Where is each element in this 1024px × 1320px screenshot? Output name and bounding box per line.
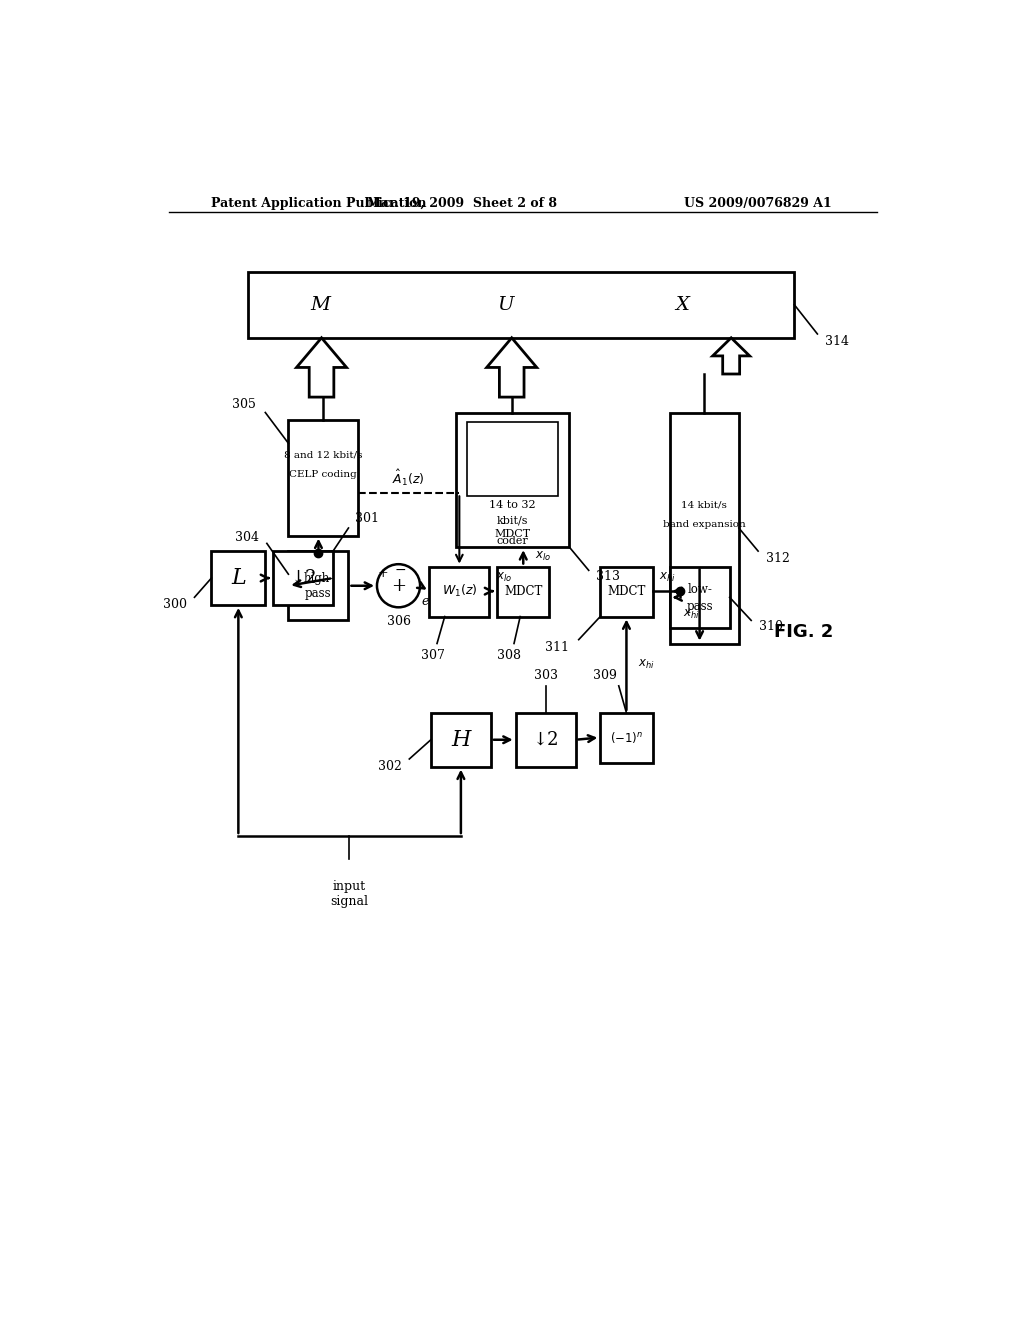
Text: pass: pass — [686, 601, 713, 612]
Polygon shape — [600, 713, 652, 763]
Text: 309: 309 — [593, 669, 617, 682]
Text: 301: 301 — [354, 512, 379, 525]
Text: 308: 308 — [497, 648, 520, 661]
Text: 8 and 12 kbit/s: 8 and 12 kbit/s — [284, 450, 362, 459]
Text: high-: high- — [303, 572, 334, 585]
Text: 312: 312 — [766, 552, 790, 565]
Text: H: H — [452, 729, 471, 751]
Text: 313: 313 — [596, 570, 621, 583]
Text: band expansion: band expansion — [663, 520, 745, 528]
Text: $x_{lo}$: $x_{lo}$ — [496, 570, 512, 583]
Polygon shape — [600, 566, 652, 616]
Text: 304: 304 — [236, 531, 259, 544]
Text: FIG. 2: FIG. 2 — [773, 623, 833, 642]
Text: 310: 310 — [759, 620, 783, 634]
Polygon shape — [467, 422, 558, 496]
Text: $(-1)^n$: $(-1)^n$ — [610, 730, 643, 744]
Text: 300: 300 — [163, 598, 186, 611]
Polygon shape — [429, 566, 489, 616]
Polygon shape — [289, 552, 348, 620]
Text: 14 kbit/s: 14 kbit/s — [681, 500, 727, 510]
Text: 302: 302 — [378, 760, 401, 774]
Polygon shape — [289, 420, 357, 536]
Text: ↓2: ↓2 — [532, 731, 559, 748]
Text: 307: 307 — [421, 648, 445, 661]
Text: MDCT: MDCT — [495, 529, 530, 539]
Text: $\hat{A}_1(z)$: $\hat{A}_1(z)$ — [392, 467, 425, 488]
Polygon shape — [486, 338, 537, 397]
Text: input: input — [333, 879, 366, 892]
Text: low-: low- — [687, 583, 712, 597]
Polygon shape — [431, 713, 490, 767]
Text: ↓2: ↓2 — [290, 569, 316, 587]
Text: MDCT: MDCT — [504, 585, 543, 598]
Text: 303: 303 — [534, 669, 558, 682]
Polygon shape — [713, 338, 750, 374]
Text: M: M — [310, 296, 331, 314]
Polygon shape — [456, 412, 569, 548]
Polygon shape — [211, 552, 265, 605]
Text: Patent Application Publication: Patent Application Publication — [211, 197, 427, 210]
Text: $x_{lo}$: $x_{lo}$ — [535, 550, 551, 564]
Text: coder: coder — [497, 536, 528, 546]
Polygon shape — [273, 552, 333, 605]
Polygon shape — [248, 272, 795, 338]
Text: pass: pass — [305, 587, 332, 601]
Polygon shape — [515, 713, 575, 767]
Text: $x_{hi}$: $x_{hi}$ — [638, 657, 654, 671]
Polygon shape — [497, 566, 550, 616]
Text: Mar. 19, 2009  Sheet 2 of 8: Mar. 19, 2009 Sheet 2 of 8 — [367, 197, 557, 210]
Text: $x_{hi}$: $x_{hi}$ — [683, 607, 700, 620]
Text: U: U — [498, 296, 514, 314]
Polygon shape — [670, 566, 730, 628]
Text: signal: signal — [330, 895, 369, 908]
Text: X: X — [676, 296, 689, 314]
Text: 14 to 32: 14 to 32 — [489, 500, 536, 510]
Polygon shape — [670, 412, 739, 644]
Text: 314: 314 — [825, 335, 849, 348]
Text: 306: 306 — [386, 615, 411, 628]
Text: $W_1(z)$: $W_1(z)$ — [441, 583, 477, 599]
Text: 305: 305 — [232, 399, 256, 412]
Polygon shape — [297, 338, 346, 397]
Text: US 2009/0076829 A1: US 2009/0076829 A1 — [683, 197, 831, 210]
Text: +: + — [378, 566, 388, 579]
Text: 311: 311 — [546, 640, 569, 653]
Text: L: L — [231, 568, 246, 589]
Text: e: e — [421, 594, 428, 607]
Text: +: + — [391, 577, 407, 595]
Text: $x_{hi}$: $x_{hi}$ — [659, 570, 676, 583]
Text: CELP coding: CELP coding — [289, 470, 357, 479]
Circle shape — [377, 564, 420, 607]
Text: kbit/s: kbit/s — [497, 515, 528, 525]
Text: −: − — [395, 564, 407, 577]
Text: MDCT: MDCT — [607, 585, 645, 598]
